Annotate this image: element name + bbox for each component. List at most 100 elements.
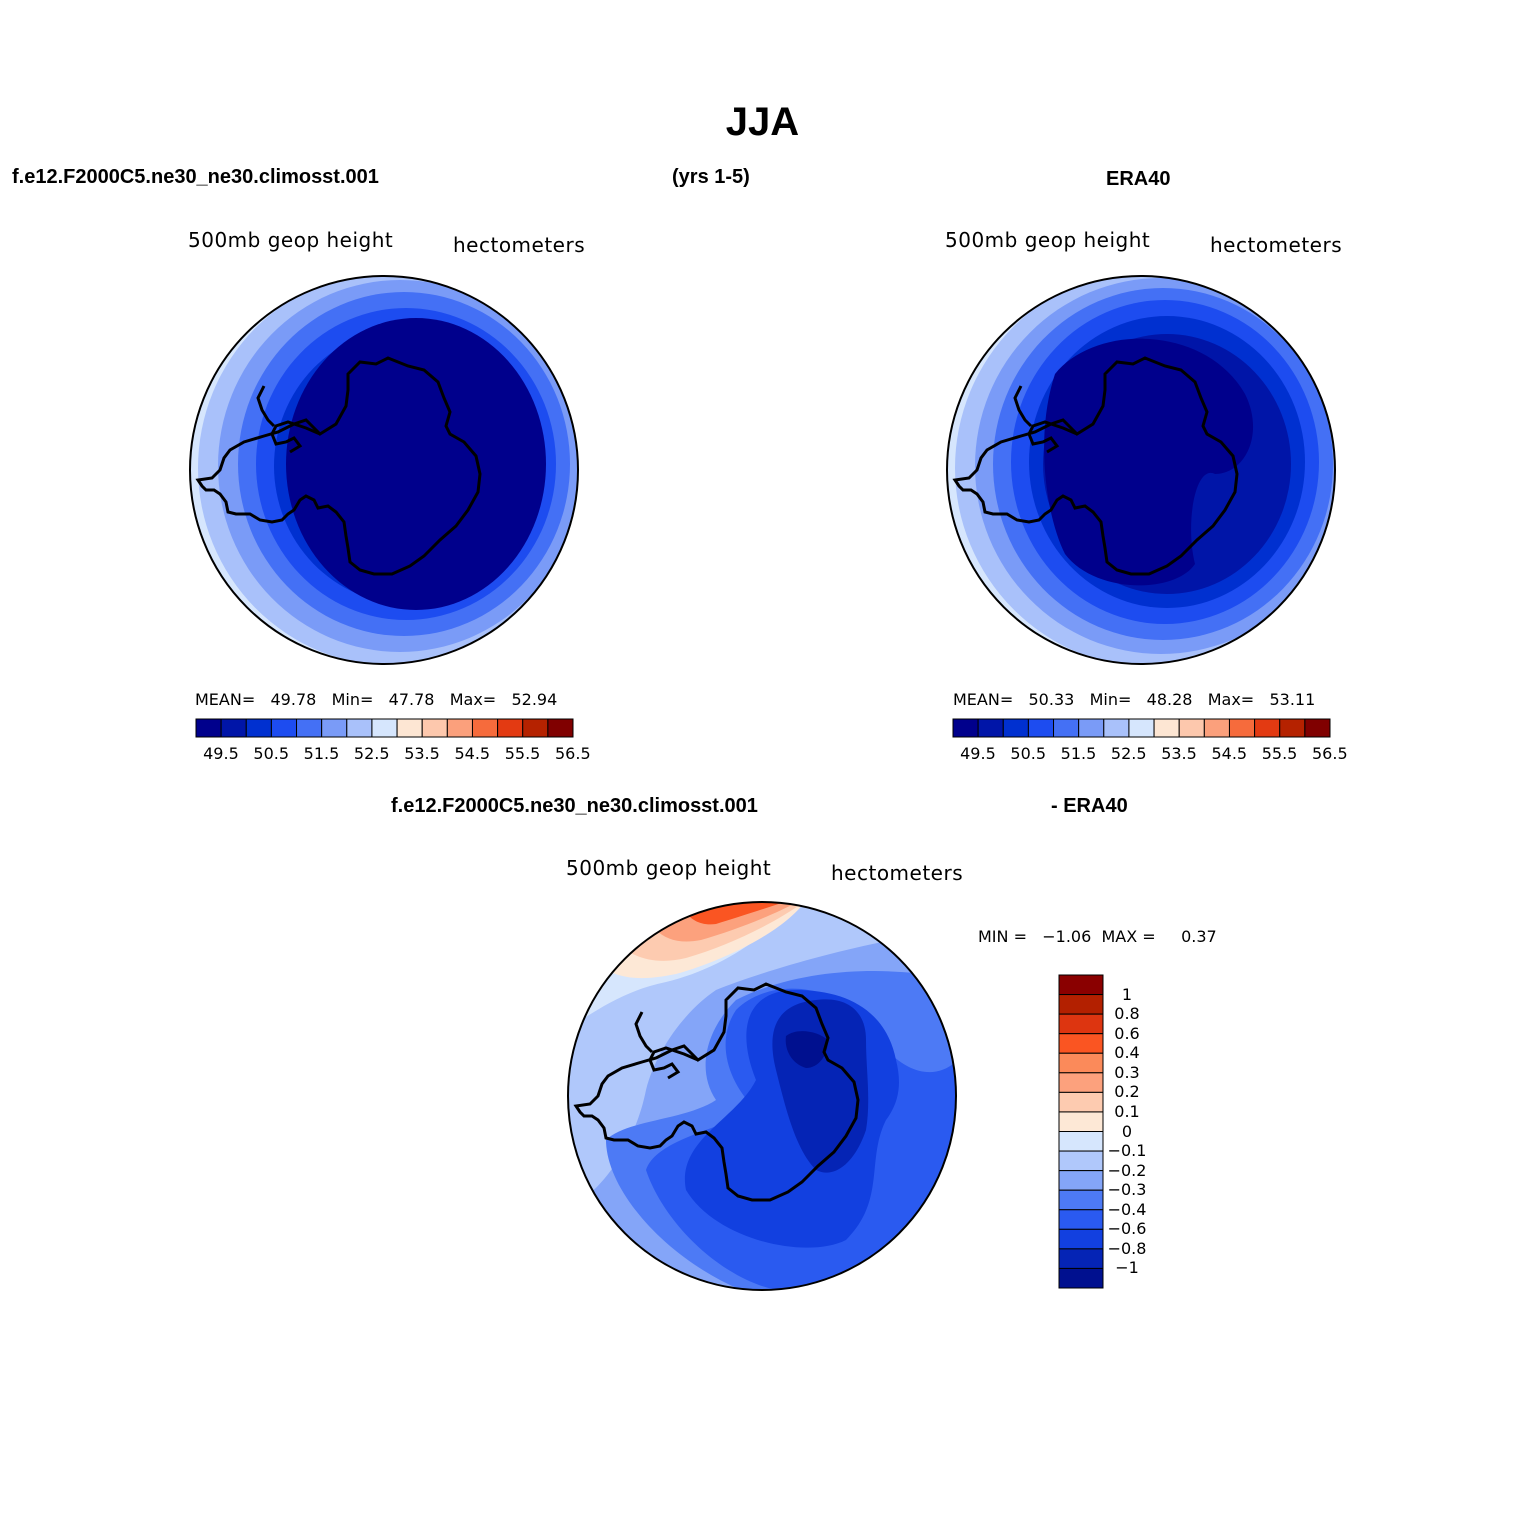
colorbar-swatch: [1058, 1072, 1104, 1093]
mean-label: MEAN=: [953, 690, 1014, 709]
colorbar-swatch: [522, 718, 549, 738]
coastline-detail: [270, 420, 321, 454]
colorbar-swatch: [1078, 718, 1105, 738]
antarctic-peninsula: [1013, 385, 1033, 428]
top-left-case-name: f.e12.F2000C5.ne30_ne30.climosst.001: [12, 166, 379, 188]
colorbar-swatch: [245, 718, 272, 738]
mean-label: MEAN=: [195, 690, 256, 709]
colorbar-swatch: [471, 718, 499, 738]
colorbar-tick-label: 51.5: [303, 744, 340, 763]
min-label: Min=: [1089, 690, 1132, 709]
colorbar-swatch: [220, 718, 247, 738]
colorbar-swatch: [1178, 718, 1205, 738]
top-right-case-name: ERA40: [1106, 168, 1171, 190]
antarctica-coastline: [952, 356, 1239, 576]
colorbar-swatch: [1128, 718, 1155, 738]
colorbar-tick-label: 54.5: [454, 744, 491, 763]
mean-value: 50.33: [1028, 690, 1075, 709]
map-border: [567, 901, 957, 1291]
colorbar-swatch: [1058, 1111, 1104, 1133]
colorbar-tick-label: −0.1: [1107, 1141, 1147, 1161]
colorbar-tick-label: 50.5: [1010, 744, 1047, 763]
colorbar-swatch: [1058, 974, 1104, 996]
colorbar-tick-label: −0.8: [1107, 1238, 1147, 1258]
top-left-units-label: hectometers: [453, 233, 586, 257]
bottom-difference-polar-map: [567, 901, 957, 1291]
colorbar-swatch: [1103, 718, 1130, 738]
colorbar-swatch: [1058, 1052, 1104, 1074]
colorbar-tick-label: 54.5: [1211, 744, 1248, 763]
colorbar-tick-label: 53.5: [1161, 744, 1197, 763]
antarctic-peninsula: [256, 385, 276, 428]
colorbar-tick-label: 50.5: [253, 744, 290, 763]
colorbar-swatch: [1058, 1150, 1104, 1172]
bottom-field-label: 500mb geop height: [566, 856, 772, 880]
antarctica-coastline: [573, 982, 860, 1202]
colorbar-swatch: [1058, 1228, 1104, 1250]
colorbar-swatch: [1058, 1091, 1104, 1113]
colorbar-swatch: [1058, 1248, 1104, 1269]
colorbar-swatch: [1058, 1131, 1104, 1152]
colorbar-swatch: [1304, 718, 1331, 738]
colorbar-swatch: [547, 718, 574, 738]
antarctic-peninsula: [634, 1011, 654, 1054]
top-left-colorbar: [195, 718, 574, 738]
top-right-stats: MEAN= 50.33 Min= 48.28 Max= 53.11: [953, 690, 1315, 709]
colorbar-swatch: [1228, 718, 1256, 738]
colorbar-swatch: [1058, 1209, 1104, 1230]
colorbar-tick-label: 55.5: [1261, 744, 1298, 763]
colorbar-tick-label: 55.5: [504, 744, 541, 763]
bottom-min-max: MIN = −1.06 MAX = 0.37: [978, 927, 1217, 946]
colorbar-swatch: [270, 718, 298, 738]
antarctica-coastline: [195, 356, 482, 576]
max-value: 52.94: [511, 690, 558, 709]
colorbar-swatch: [1058, 994, 1104, 1015]
colorbar-tick-label: 49.5: [960, 744, 996, 763]
top-right-polar-map: [946, 275, 1336, 665]
colorbar-tick-label: −0.2: [1107, 1160, 1147, 1180]
colorbar-swatch: [1153, 718, 1180, 738]
min-value: 47.78: [388, 690, 435, 709]
colorbar-tick-label: 52.5: [353, 744, 390, 763]
colorbar-swatch: [1058, 1267, 1104, 1289]
colorbar-swatch: [1058, 1189, 1104, 1211]
colorbar-tick-label: 56.5: [555, 744, 591, 763]
colorbar-swatch: [1058, 1170, 1104, 1191]
bottom-units-label: hectometers: [831, 861, 964, 885]
colorbar-swatch: [1279, 718, 1306, 738]
coastline-detail: [1027, 420, 1078, 454]
min-label: Min=: [331, 690, 374, 709]
bottom-minus-label: - ERA40: [1051, 795, 1128, 817]
colorbar-swatch: [195, 718, 222, 738]
years-label: (yrs 1-5): [672, 166, 750, 188]
colorbar-tick-label: −0.6: [1107, 1219, 1147, 1239]
colorbar-swatch: [1002, 718, 1029, 738]
colorbar-swatch: [977, 718, 1004, 738]
difference-colorbar: [1058, 974, 1104, 1289]
colorbar-swatch: [371, 718, 398, 738]
min-value: 48.28: [1146, 690, 1193, 709]
map-border: [946, 275, 1336, 665]
mean-value: 49.78: [270, 690, 317, 709]
top-right-field-label: 500mb geop height: [945, 228, 1151, 252]
colorbar-swatch: [396, 718, 423, 738]
colorbar-tick-label: −0.3: [1107, 1180, 1147, 1200]
colorbar-tick-label: 56.5: [1312, 744, 1348, 763]
max-label: Max=: [449, 690, 497, 709]
colorbar-swatch: [1254, 718, 1281, 738]
colorbar-tick-label: 53.5: [404, 744, 440, 763]
bottom-case-name: f.e12.F2000C5.ne30_ne30.climosst.001: [391, 795, 758, 817]
colorbar-tick-label: 0.2: [1114, 1082, 1140, 1102]
colorbar-swatch: [1203, 718, 1230, 738]
colorbar-swatch: [1058, 1033, 1104, 1054]
colorbar-tick-label: 1: [1121, 984, 1133, 1004]
colorbar-tick-label: 52.5: [1110, 744, 1147, 763]
max-value: 53.11: [1269, 690, 1316, 709]
top-left-polar-map: [189, 275, 579, 665]
coastline-detail: [648, 1046, 699, 1080]
colorbar-swatch: [296, 718, 323, 738]
colorbar-tick-label: −0.4: [1107, 1199, 1147, 1219]
colorbar-tick-label: 0: [1121, 1121, 1133, 1141]
colorbar-tick-label: 0.1: [1114, 1101, 1140, 1121]
